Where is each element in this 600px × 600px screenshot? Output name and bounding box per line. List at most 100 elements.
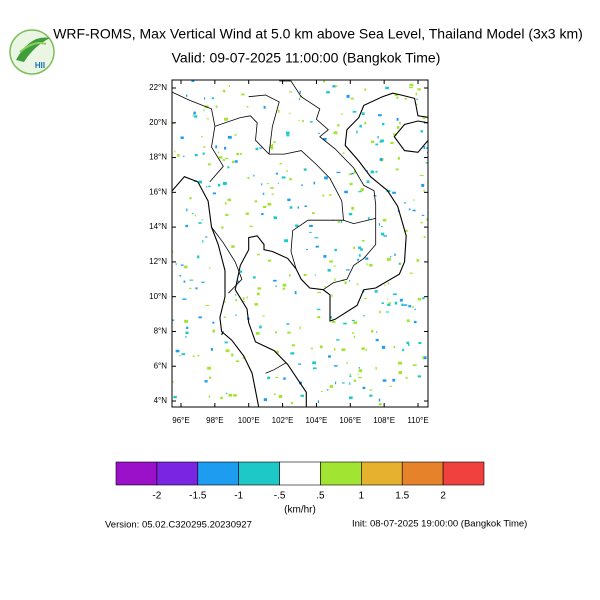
wind-speckle	[184, 319, 189, 323]
lat-label: 12°N	[149, 257, 167, 266]
wind-speckle	[412, 209, 416, 212]
wind-speckle	[425, 162, 428, 164]
wind-speckle	[342, 382, 345, 384]
wind-speckle	[192, 355, 195, 357]
wind-speckle	[172, 123, 175, 125]
wind-speckle	[289, 206, 293, 209]
wind-speckle	[215, 145, 218, 149]
wind-speckle	[404, 97, 407, 100]
wind-speckle	[318, 132, 320, 135]
wind-speckle	[277, 182, 279, 184]
wind-speckle	[422, 116, 426, 119]
wind-speckle	[172, 319, 175, 321]
wind-speckle	[273, 279, 277, 282]
border	[343, 218, 376, 225]
wind-speckle	[417, 297, 421, 301]
wind-speckle	[393, 133, 397, 136]
wind-speckle	[375, 366, 377, 370]
wind-speckle	[379, 158, 383, 161]
wind-speckle	[399, 298, 403, 302]
wind-speckle	[267, 376, 271, 380]
wind-speckle	[422, 297, 425, 300]
wind-speckle	[417, 88, 421, 91]
wind-speckle	[398, 361, 403, 365]
wind-speckle	[336, 171, 341, 174]
wind-speckle	[375, 143, 379, 146]
map-layers	[172, 80, 428, 407]
wind-speckle	[348, 212, 353, 216]
wind-speckle	[207, 366, 212, 370]
wind-speckle	[333, 131, 338, 135]
lon-label: 106°E	[339, 416, 361, 425]
wind-speckle	[356, 130, 358, 134]
lon-label: 98°E	[206, 416, 223, 425]
colorbar-label: .5	[316, 491, 325, 502]
lat-label: 18°N	[149, 153, 167, 162]
wind-speckle	[364, 88, 367, 91]
colorbar-box	[401, 461, 444, 486]
wind-speckle	[344, 190, 348, 194]
wind-speckle	[217, 183, 221, 187]
wind-speckle	[297, 206, 300, 209]
wind-speckle	[399, 121, 401, 125]
wind-speckle	[208, 185, 211, 188]
wind-speckle	[309, 231, 312, 233]
map-frame	[171, 79, 429, 408]
wind-speckle	[314, 274, 316, 276]
wind-speckle	[201, 136, 203, 138]
wind-speckle	[394, 253, 396, 256]
wind-speckle	[228, 85, 230, 87]
wind-speckle	[365, 257, 369, 260]
wind-speckle	[353, 321, 358, 324]
wind-speckle	[267, 259, 272, 262]
wind-speckle	[326, 389, 329, 391]
wind-speckle	[302, 119, 304, 123]
wind-speckle	[418, 341, 422, 345]
wind-speckle	[395, 168, 399, 171]
wind-speckle	[212, 192, 216, 195]
wind-speckle	[369, 263, 373, 267]
wind-speckle	[277, 109, 280, 113]
wind-speckle	[227, 198, 232, 202]
wind-speckle	[423, 189, 425, 192]
wind-speckle	[239, 270, 243, 273]
wind-speckle	[298, 98, 300, 101]
lon-label: 104°E	[305, 416, 327, 425]
lat-label: 22°N	[149, 83, 167, 92]
wind-speckle	[240, 152, 242, 155]
wind-speckle	[346, 94, 350, 98]
wind-speckle	[291, 344, 295, 347]
wind-speckle	[388, 302, 392, 304]
wind-speckle	[350, 97, 354, 100]
wind-speckle	[420, 221, 423, 224]
wind-speckle	[378, 398, 381, 402]
lat-label: 14°N	[149, 222, 167, 231]
wind-speckle	[191, 213, 194, 215]
wind-speckle	[328, 355, 331, 358]
wind-speckle	[353, 246, 356, 250]
wind-speckle	[378, 403, 382, 406]
wind-speckle	[273, 216, 278, 220]
wind-speckle	[378, 223, 380, 226]
colorbar-box	[197, 461, 239, 486]
wind-speckle	[333, 365, 338, 367]
wind-speckle	[242, 297, 245, 301]
wind-speckle	[353, 335, 356, 339]
wind-speckle	[207, 163, 211, 166]
wind-speckle	[317, 400, 319, 404]
wind-speckle	[421, 214, 425, 216]
wind-speckle	[361, 347, 365, 351]
wind-speckle	[348, 173, 353, 175]
wind-speckle	[412, 364, 417, 366]
wind-speckle	[353, 379, 357, 382]
wind-speckle	[237, 280, 240, 283]
wind-speckle	[273, 141, 276, 143]
wind-speckle	[283, 377, 286, 380]
wind-speckle	[255, 147, 259, 151]
wind-speckle	[228, 393, 233, 397]
lat-label: 4°N	[154, 396, 168, 405]
wind-speckle	[426, 147, 428, 150]
wind-speckle	[364, 121, 367, 125]
wind-speckle	[379, 140, 384, 143]
logo-text: HII	[35, 61, 45, 70]
